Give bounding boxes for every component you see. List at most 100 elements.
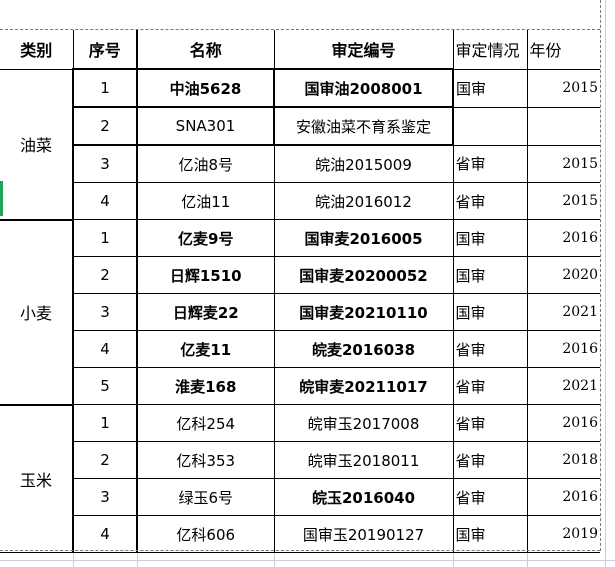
status-cell[interactable]: 国审 (452, 256, 528, 294)
year-cell[interactable]: 2015 (526, 68, 600, 108)
header-status[interactable]: 审定情况 (452, 30, 528, 70)
seq-cell[interactable]: 1 (72, 68, 138, 108)
table-row: 玉米 1 亿科254 皖审玉2017008 省审 2016 (0, 403, 600, 553)
table-row: 2 SNA301 安徽油菜不育系鉴定 (0, 106, 600, 146)
selection-border (0, 550, 600, 551)
code-cell[interactable]: 皖审麦20211017 (273, 367, 454, 405)
year-cell[interactable]: 2016 (526, 404, 600, 442)
header-code[interactable]: 审定编号 (273, 30, 454, 70)
seq-cell[interactable]: 4 (72, 515, 138, 553)
table-row: 3 绿玉6号 皖玉2016040 省审 2016 (0, 478, 600, 516)
status-cell[interactable]: 国审 (452, 515, 528, 553)
table-row: 3 亿油8号 皖油2015009 省审 2015 (0, 144, 600, 183)
year-cell[interactable]: 2016 (526, 219, 600, 257)
name-cell[interactable]: SNA301 (136, 106, 275, 146)
seq-cell[interactable]: 4 (72, 330, 138, 368)
table-row: 2 日辉1510 国审麦20200052 国审 2020 (0, 256, 600, 294)
seq-cell[interactable]: 2 (72, 441, 138, 479)
name-cell[interactable]: 中油5628 (136, 68, 275, 108)
status-cell[interactable]: 国审 (452, 68, 528, 108)
code-cell[interactable]: 国审玉20190127 (273, 515, 454, 553)
seq-cell[interactable]: 4 (72, 182, 138, 220)
name-cell[interactable]: 亿油8号 (136, 144, 275, 183)
table-row: 4 亿科606 国审玉20190127 国审 2019 (0, 515, 600, 553)
header-row: 类别 序号 名称 审定编号 审定情况 年份 (0, 30, 600, 70)
table-row: 5 淮麦168 皖审麦20211017 省审 2021 (0, 367, 600, 405)
spreadsheet-table: 类别 序号 名称 审定编号 审定情况 年份 油菜 1 中油5628 国审油200800… (0, 30, 600, 553)
code-cell[interactable]: 国审麦20210110 (273, 293, 454, 331)
row-indicator (0, 181, 3, 216)
header-name[interactable]: 名称 (136, 30, 275, 70)
gridline (274, 551, 275, 567)
selection-border (0, 29, 600, 30)
code-cell[interactable]: 皖油2015009 (273, 144, 454, 183)
year-cell[interactable]: 2015 (526, 182, 600, 220)
gridline (453, 551, 454, 567)
seq-cell[interactable]: 3 (72, 144, 138, 183)
gridline (73, 551, 74, 567)
name-cell[interactable]: 亿科254 (136, 404, 275, 442)
code-cell[interactable]: 皖审玉2018011 (273, 441, 454, 479)
status-cell[interactable]: 省审 (452, 404, 528, 442)
year-cell[interactable]: 2020 (526, 256, 600, 294)
seq-cell[interactable]: 5 (72, 367, 138, 405)
year-cell[interactable]: 2021 (526, 293, 600, 331)
name-cell[interactable]: 淮麦168 (136, 367, 275, 405)
seq-cell[interactable]: 1 (72, 219, 138, 257)
gridline (527, 551, 528, 567)
status-cell[interactable]: 省审 (452, 144, 528, 183)
gridline (605, 0, 606, 567)
code-cell[interactable]: 安徽油菜不育系鉴定 (273, 106, 454, 146)
table-row: 4 亿油11 皖油2016012 省审 2015 (0, 182, 600, 220)
table-row: 3 日辉麦22 国审麦20210110 国审 2021 (0, 293, 600, 331)
name-cell[interactable]: 绿玉6号 (136, 478, 275, 516)
table-row: 4 亿麦11 皖麦2016038 省审 2016 (0, 330, 600, 368)
year-cell[interactable]: 2019 (526, 515, 600, 553)
status-cell[interactable]: 省审 (452, 182, 528, 220)
gridline (137, 551, 138, 567)
code-cell[interactable]: 皖油2016012 (273, 182, 454, 220)
year-cell[interactable]: 2016 (526, 478, 600, 516)
status-cell[interactable]: 省审 (452, 367, 528, 405)
year-cell[interactable]: 2021 (526, 367, 600, 405)
header-category[interactable]: 类别 (0, 30, 74, 70)
year-cell[interactable]: 2015 (526, 144, 600, 183)
code-cell[interactable]: 皖玉2016040 (273, 478, 454, 516)
status-cell[interactable] (452, 106, 528, 146)
year-cell[interactable] (526, 106, 600, 146)
code-cell[interactable]: 国审麦20200052 (273, 256, 454, 294)
name-cell[interactable]: 日辉麦22 (136, 293, 275, 331)
category-cell[interactable]: 小麦 (0, 218, 74, 405)
table-row: 2 亿科353 皖审玉2018011 省审 2018 (0, 441, 600, 479)
table-row: 油菜 1 中油5628 国审油2008001 国审 2015 (0, 68, 600, 220)
name-cell[interactable]: 亿科353 (136, 441, 275, 479)
code-cell[interactable]: 皖麦2016038 (273, 330, 454, 368)
name-cell[interactable]: 亿麦9号 (136, 219, 275, 257)
category-cell[interactable]: 玉米 (0, 403, 74, 553)
status-cell[interactable]: 省审 (452, 441, 528, 479)
category-cell[interactable]: 油菜 (0, 68, 74, 220)
status-cell[interactable]: 国审 (452, 219, 528, 257)
code-cell[interactable]: 皖审玉2017008 (273, 404, 454, 442)
name-cell[interactable]: 日辉1510 (136, 256, 275, 294)
code-cell[interactable]: 国审油2008001 (273, 68, 454, 108)
header-year[interactable]: 年份 (526, 30, 600, 70)
name-cell[interactable]: 亿麦11 (136, 330, 275, 368)
name-cell[interactable]: 亿科606 (136, 515, 275, 553)
seq-cell[interactable]: 3 (72, 293, 138, 331)
selection-border (600, 0, 601, 551)
year-cell[interactable]: 2018 (526, 441, 600, 479)
seq-cell[interactable]: 2 (72, 106, 138, 146)
status-cell[interactable]: 省审 (452, 478, 528, 516)
status-cell[interactable]: 省审 (452, 330, 528, 368)
gridline (0, 560, 615, 561)
year-cell[interactable]: 2016 (526, 330, 600, 368)
header-seq[interactable]: 序号 (72, 30, 138, 70)
status-cell[interactable]: 国审 (452, 293, 528, 331)
seq-cell[interactable]: 1 (72, 404, 138, 442)
seq-cell[interactable]: 3 (72, 478, 138, 516)
name-cell[interactable]: 亿油11 (136, 182, 275, 220)
table-row: 小麦 1 亿麦9号 国审麦2016005 国审 2016 (0, 218, 600, 405)
code-cell[interactable]: 国审麦2016005 (273, 219, 454, 257)
seq-cell[interactable]: 2 (72, 256, 138, 294)
